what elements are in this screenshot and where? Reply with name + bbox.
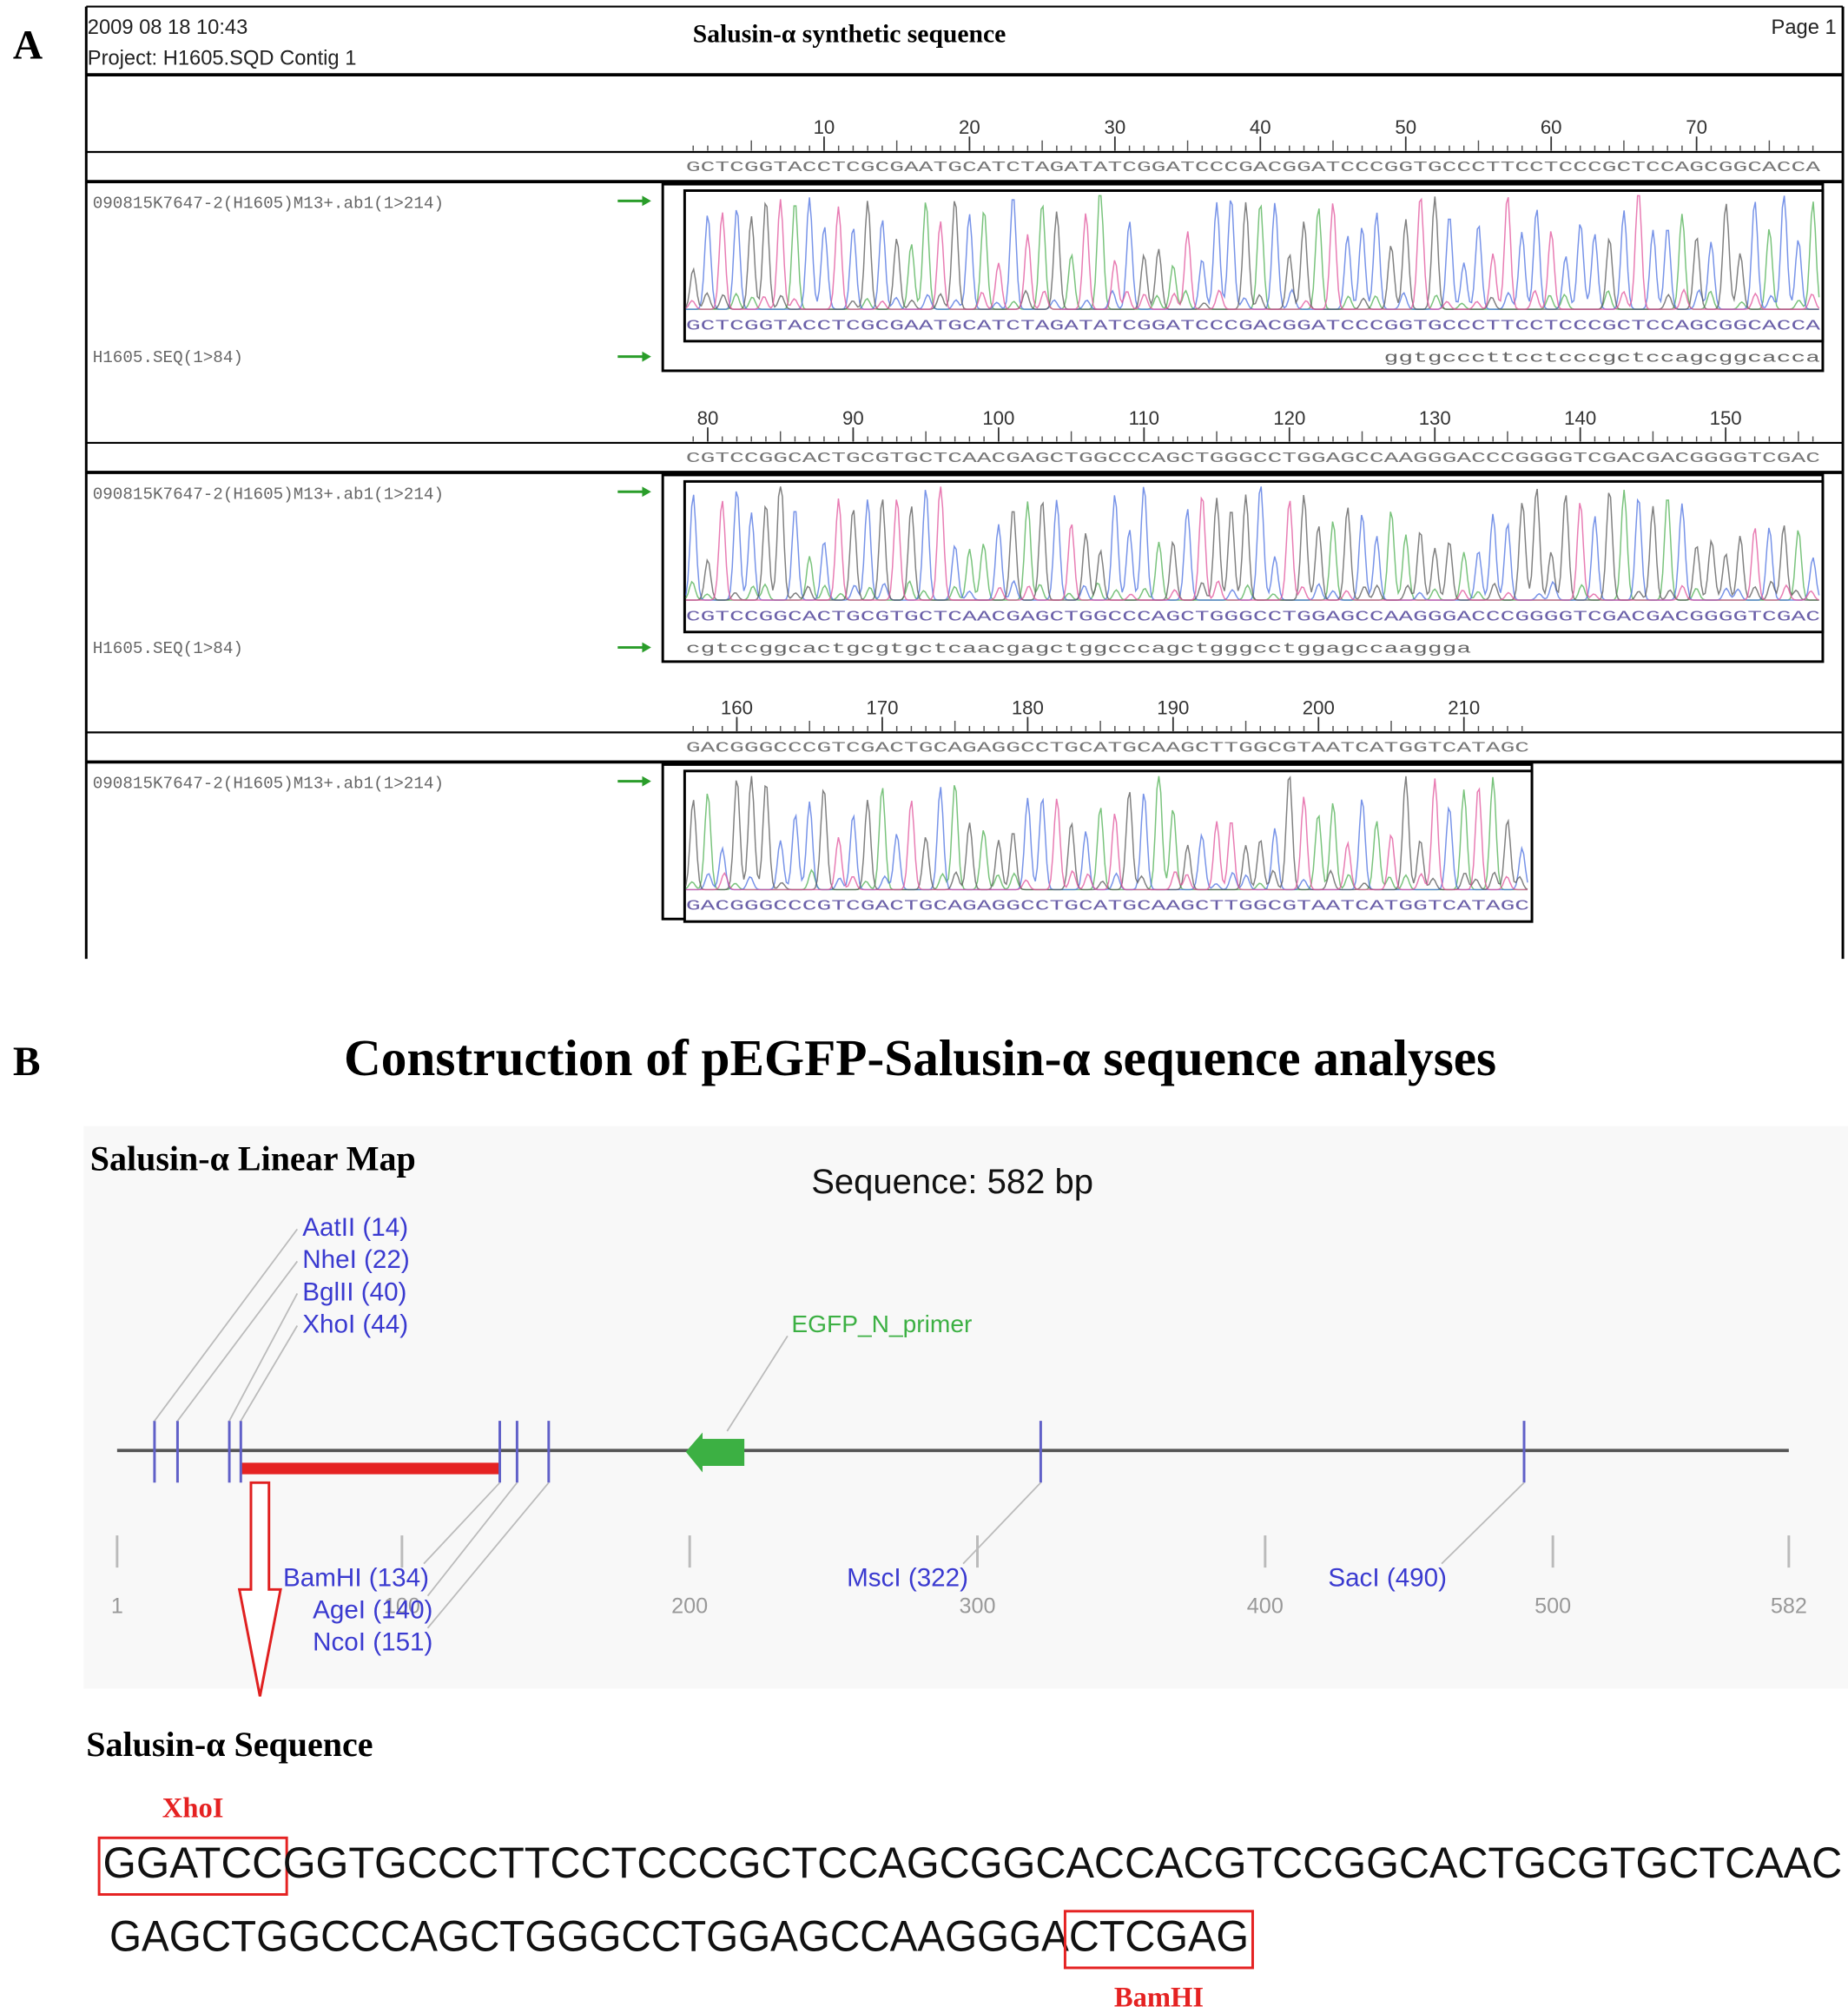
sequence-length: Sequence: 582 bp (811, 1163, 1093, 1201)
ruler-label: 150 (1710, 407, 1742, 429)
ruler-label: 30 (1104, 116, 1125, 138)
axis-label: 500 (1534, 1594, 1571, 1619)
date: 2009 08 18 10:43 (88, 16, 248, 39)
sequence-text: GAGCTGGCCCAGCTGGGCCTGGAGCCAAGGGA (109, 1911, 1069, 1961)
ruler-label: 210 (1448, 697, 1480, 719)
arrow-head (642, 351, 651, 362)
panel-label: A (13, 23, 43, 68)
arrow-head (642, 642, 651, 653)
trace-box (683, 479, 1825, 634)
map-title: Salusin-α Linear Map (90, 1138, 416, 1178)
trace-box (683, 769, 1534, 923)
sequence-title: Salusin-α Sequence (86, 1725, 373, 1764)
leader-line (726, 1335, 789, 1432)
site-name: XhoI (162, 1793, 224, 1825)
leader-line (1441, 1482, 1525, 1565)
ruler-label: 60 (1541, 116, 1562, 138)
read-sequence: cgtccggcactgcgtgctcaacgagctggcccagctgggc… (686, 640, 1472, 657)
leader-line (154, 1228, 299, 1422)
ruler-label: 50 (1395, 116, 1416, 138)
leader-line (426, 1482, 550, 1629)
trace (685, 196, 1819, 310)
ruler-label: 140 (1564, 407, 1596, 429)
leader-line (423, 1482, 501, 1565)
ruler-label: 170 (866, 697, 898, 719)
primer-arrow (685, 1432, 745, 1473)
ruler-label: 110 (1129, 407, 1159, 429)
basecalls: GCTCGGTACCTCGCGAATGCATCTAGATATCGGATCCCGA… (686, 317, 1821, 333)
site-label: NcoI (151) (313, 1627, 432, 1656)
axis-label: 300 (959, 1594, 995, 1619)
leader-line (240, 1325, 299, 1422)
read-label: H1605.SEQ(1>84) (93, 639, 243, 658)
trace (685, 195, 1820, 310)
leader-line (228, 1293, 299, 1422)
ruler-label: 180 (1012, 697, 1044, 719)
ruler-label: 100 (982, 407, 1014, 429)
axis-label: 400 (1247, 1594, 1284, 1619)
site-label: AatII (14) (302, 1213, 408, 1242)
basecalls: CGTCCGGCACTGCGTGCTCAACGAGCTGGCCCAGCTGGGC… (686, 608, 1821, 624)
ruler-label: 200 (1303, 697, 1335, 719)
ruler-label: 90 (842, 407, 864, 429)
site-label: AgeI (140) (313, 1595, 432, 1624)
trace-label: 090815K7647-2(H1605)M13+.ab1(1>214) (93, 194, 444, 213)
site-label: BamHI (134) (283, 1563, 429, 1592)
read-label: H1605.SEQ(1>84) (93, 348, 243, 367)
site-label: XhoI (44) (302, 1310, 408, 1338)
axis-label: 582 (1771, 1594, 1807, 1619)
ruler-label: 130 (1419, 407, 1451, 429)
trace-label: 090815K7647-2(H1605)M13+.ab1(1>214) (93, 485, 444, 504)
insert-arrow (237, 1481, 282, 1697)
panel-title: Salusin-α synthetic sequence (693, 20, 1006, 48)
ruler-label: 80 (697, 407, 719, 429)
read-sequence: ggtgcccttcctcccgctccagcggcacca (1384, 349, 1821, 366)
leader-line (176, 1260, 299, 1422)
sequence-text: GGATCC (103, 1838, 283, 1887)
axis-label: 1 (111, 1594, 123, 1619)
arrow-head (642, 776, 651, 787)
primer-label: EGFP_N_primer (791, 1310, 972, 1337)
trace-box (683, 188, 1825, 343)
project: Project: H1605.SQD Contig 1 (88, 48, 357, 70)
site-label: BglII (40) (302, 1277, 406, 1306)
trace (685, 778, 1528, 891)
site-name: BamHI (1114, 1983, 1204, 2013)
page-number: Page 1 (1772, 16, 1837, 39)
ruler-label: 70 (1686, 116, 1707, 138)
reference-sequence: GCTCGGTACCTCGCGAATGCATCTAGATATCGGATCCCGA… (686, 159, 1821, 175)
axis-label: 100 (384, 1594, 420, 1619)
site-label: MscI (322) (847, 1563, 968, 1592)
sequence-text: GGTGCCCTTCCTCCCGCTCCAGCGGCACCACGTCCGGCAC… (283, 1838, 1842, 1887)
site-box (1063, 1910, 1254, 1970)
site-label: SacI (490) (1328, 1563, 1447, 1592)
reference-sequence: GACGGGCCCGTCGACTGCAGAGGCCTGCATGCAAGCTTGG… (686, 739, 1530, 756)
axis-label: 200 (671, 1594, 708, 1619)
panel-label: B (13, 1040, 41, 1085)
sequence-text: CTCGAG (1069, 1911, 1249, 1961)
map-background (83, 1125, 1848, 1689)
ruler-label: 10 (814, 116, 835, 138)
leader-line (962, 1482, 1042, 1565)
panel-title: Construction of pEGFP-Salusin-α sequence… (344, 1029, 1496, 1086)
ruler-label: 160 (721, 697, 753, 719)
site-label: NheI (22) (302, 1245, 409, 1274)
arrow-head (642, 486, 651, 498)
trace-label: 090815K7647-2(H1605)M13+.ab1(1>214) (93, 775, 444, 794)
leader-line (426, 1482, 518, 1597)
basecalls: GACGGGCCCGTCGACTGCAGAGGCCTGCATGCAAGCTTGG… (686, 898, 1530, 914)
ruler-label: 120 (1273, 407, 1305, 429)
site-box (97, 1836, 288, 1896)
trace (685, 486, 1819, 601)
reference-sequence: CGTCCGGCACTGCGTGCTCAACGAGCTGGCCCAGCTGGGC… (686, 450, 1821, 466)
ruler-label: 40 (1250, 116, 1271, 138)
ruler-label: 20 (959, 116, 980, 138)
ruler-label: 190 (1157, 697, 1189, 719)
arrow-head (642, 195, 651, 207)
